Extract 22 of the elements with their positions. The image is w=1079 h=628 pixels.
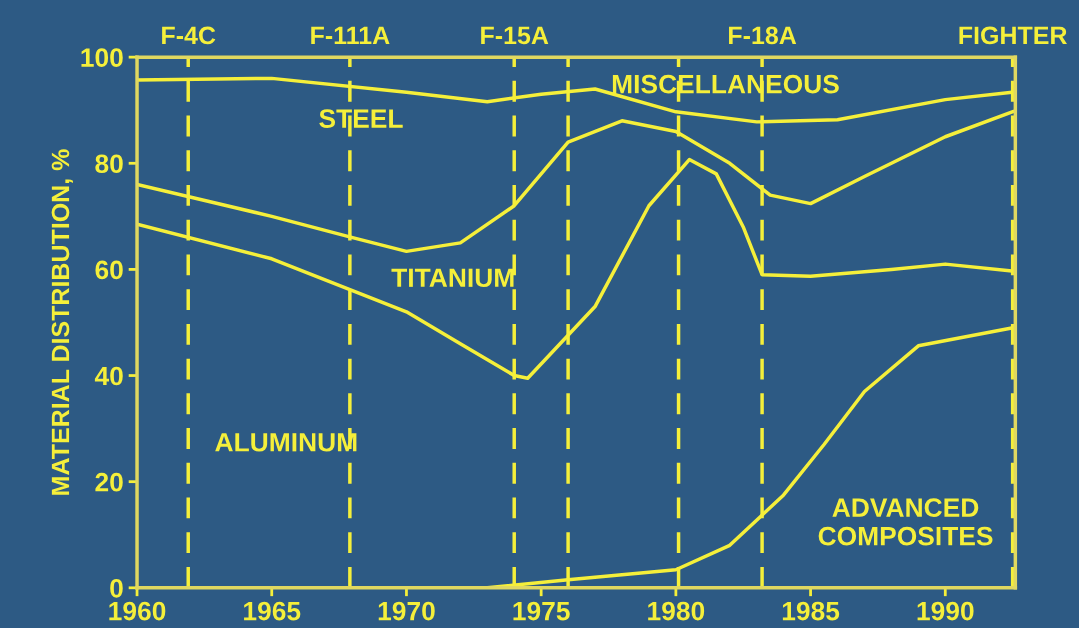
x-tick-label: 1985 xyxy=(782,601,840,621)
x-tick-label: 1970 xyxy=(378,601,435,621)
y-tick-label: 100 xyxy=(81,48,123,67)
y-tick-label: 20 xyxy=(95,472,123,492)
y-tick-label: 80 xyxy=(95,154,123,174)
annotation: TITANIUM xyxy=(391,268,514,288)
ref-line-label: F-4C xyxy=(162,26,216,45)
annotation: ADVANCED COMPOSITES xyxy=(818,498,993,546)
x-tick-label: 1965 xyxy=(244,601,301,621)
ref-line-label: F-18A xyxy=(729,26,797,45)
x-tick-label: 1990 xyxy=(917,601,974,621)
x-tick-label: 1960 xyxy=(109,601,166,621)
x-tick-label: 1980 xyxy=(648,601,705,621)
x-tick-label: 1975 xyxy=(513,601,570,621)
annotation: STEEL xyxy=(319,109,403,128)
ref-line-label: FIGHTER xyxy=(959,26,1067,45)
y-tick-label: 40 xyxy=(94,366,123,386)
y-tick-label: 60 xyxy=(95,260,123,280)
ref-line-label: F-15A xyxy=(481,26,549,45)
y-axis-title: MATERIAL DISTRIBUTION, % xyxy=(51,149,73,495)
ref-line-label: F-111A xyxy=(311,26,390,44)
y-tick-label: 0 xyxy=(110,578,123,598)
